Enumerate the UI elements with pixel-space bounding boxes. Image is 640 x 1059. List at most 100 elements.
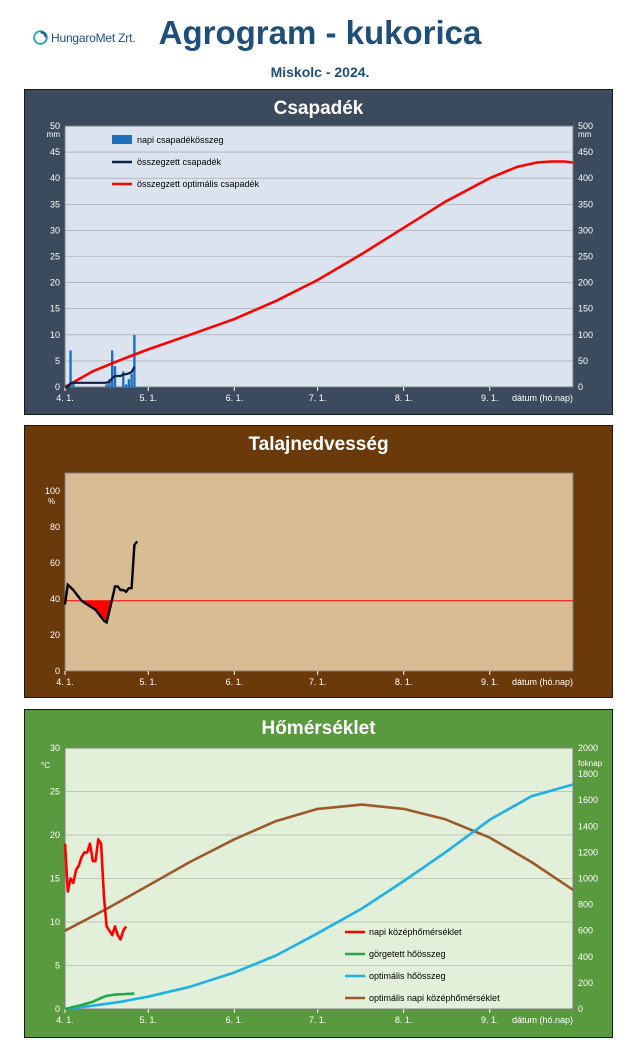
precip-legend-label: napi csapadékösszeg <box>137 135 224 145</box>
precip-daily-bar <box>133 334 136 387</box>
precip-y-tick-left: 0 <box>55 382 60 392</box>
temp-optimal-heat-sum-line <box>64 783 574 1011</box>
soil-y-tick: 80 <box>50 522 60 532</box>
precip-daily-bar <box>122 371 125 387</box>
temp-y-tick-left: 30 <box>50 743 60 753</box>
soil-y-unit: % <box>48 497 55 506</box>
soil-y-tick: 20 <box>50 630 60 640</box>
precip-y-tick-left: 45 <box>50 147 60 157</box>
precip-y-tick-right: 100 <box>578 330 593 340</box>
precip-y-tick-right: 350 <box>578 199 593 209</box>
page-title: Agrogram - kukorica <box>158 14 482 51</box>
precip-y-tick-right: 400 <box>578 173 593 183</box>
precip-x-tick-label: 5. 1. <box>140 393 158 403</box>
precip-legend-label: összegzett csapadék <box>137 157 222 167</box>
temp-y-tick-left: 10 <box>50 917 60 927</box>
precip-y-tick-right: 200 <box>578 278 593 288</box>
temp-y-tick-right: 200 <box>578 978 593 988</box>
precipitation-panel: Csapadék 4. 1. 5. 1. 6. 1. 7. 1. 8. 1. 9. 1. d… <box>24 89 613 415</box>
precip-x-tick-label: 4. 1. <box>56 393 74 403</box>
precip-y-tick-right: 50 <box>578 356 588 366</box>
soil-x-axis-label: dátum (hó.nap) <box>512 677 573 687</box>
precip-daily-bar <box>124 384 128 387</box>
temp-y-tick-left: 25 <box>50 787 60 797</box>
precip-y-tick-right: 500 <box>578 121 593 131</box>
temp-legend-label: napi középhőmérséklet <box>369 927 462 937</box>
precip-daily-bar <box>130 373 133 387</box>
temp-x-tick-label: 6. 1. <box>226 1015 244 1025</box>
temp-y-tick-right: 0 <box>578 1004 583 1014</box>
precip-daily-bar <box>72 381 75 387</box>
logo-text: HungaroMet Zrt. <box>51 30 136 45</box>
temp-x-tick-label: 7. 1. <box>309 1015 327 1025</box>
temp-y-tick-left: 20 <box>50 830 60 840</box>
temp-x-tick-label: 9. 1. <box>481 1015 499 1025</box>
soil-moisture-chart: 4. 1. 5. 1. 6. 1. 7. 1. 8. 1. 9. 1. dátum (hó.… <box>45 472 574 687</box>
precip-y-tick-left: 10 <box>50 330 60 340</box>
temp-x-axis-label: dátum (hó.nap) <box>512 1015 573 1025</box>
temp-x-tick-label: 4. 1. <box>56 1015 74 1025</box>
precip-cumulative-line <box>65 366 136 389</box>
precip-legend-swatch <box>112 135 132 144</box>
soil-x-tick-label: 9. 1. <box>481 677 499 687</box>
temp-legend-label: optimális napi középhőmérséklet <box>369 993 500 1003</box>
precip-y-tick-left: 5 <box>55 356 60 366</box>
precip-y-tick-left: 25 <box>50 252 60 262</box>
temp-y-tick-right: 2000 <box>578 743 598 753</box>
hungaromet-logo: HungaroMet Zrt. <box>33 30 136 45</box>
soil-deficit-area <box>65 600 138 623</box>
precip-y-tick-right: 450 <box>578 147 593 157</box>
precip-daily-bar <box>108 379 111 387</box>
precipitation-title: Csapadék <box>273 98 364 119</box>
temp-x-tick-label: 5. 1. <box>140 1015 158 1025</box>
temperature-chart: 4. 1. 5. 1. 6. 1. 7. 1. 8. 1. 9. 1. dátum (hó.… <box>41 743 603 1025</box>
temp-daily-mean-line <box>63 838 128 941</box>
soil-y-tick: 40 <box>50 594 60 604</box>
temp-optimal-daily-mean-line <box>64 803 574 932</box>
temp-legend-label: görgetett hőösszeg <box>369 949 446 959</box>
precip-y-unit-right: mm <box>578 130 592 139</box>
precip-daily-bar <box>110 350 114 387</box>
temperature-panel: Hőmérséklet 4. 1. 5. 1. 6. 1. 7. 1. 8. 1. 9. … <box>24 709 613 1038</box>
precip-y-tick-right: 0 <box>578 382 583 392</box>
soil-moisture-panel: Talajnedvesség 4. 1. 5. 1. 6. 1. 7. 1. 8. 1.… <box>24 425 613 698</box>
soil-moisture-title: Talajnedvesség <box>248 434 389 455</box>
temp-x-tick-label: 8. 1. <box>395 1015 413 1025</box>
soil-x-tick-label: 8. 1. <box>395 677 413 687</box>
precip-x-tick-label: 6. 1. <box>226 393 244 403</box>
precip-y-tick-left: 30 <box>50 225 60 235</box>
temp-y-tick-right: 1600 <box>578 795 598 805</box>
soil-y-tick: 100 <box>45 486 60 496</box>
precip-daily-bar <box>127 379 131 387</box>
precip-x-axis-label: dátum (hó.nap) <box>512 393 573 403</box>
temp-y-tick-right: 1400 <box>578 821 598 831</box>
temp-y-tick-left: 15 <box>50 874 60 884</box>
precip-y-tick-left: 15 <box>50 304 60 314</box>
precip-y-tick-left: 35 <box>50 199 60 209</box>
precip-optimal-cumulative-line <box>64 160 574 389</box>
temp-y-tick-left: 5 <box>55 961 60 971</box>
precip-y-tick-right: 250 <box>578 252 593 262</box>
soil-x-tick-label: 5. 1. <box>140 677 158 687</box>
hungaromet-logo-icon <box>33 30 48 45</box>
precip-x-tick-label: 8. 1. <box>395 393 413 403</box>
precip-y-tick-right: 300 <box>578 225 593 235</box>
temp-y-tick-left: 0 <box>55 1004 60 1014</box>
temp-y-tick-right: 600 <box>578 926 593 936</box>
temperature-title: Hőmérséklet <box>261 718 376 739</box>
soil-x-tick-label: 4. 1. <box>56 677 74 687</box>
soil-x-tick-label: 6. 1. <box>226 677 244 687</box>
page-subtitle: Miskolc - 2024. <box>270 64 370 80</box>
temp-y-unit-left: °C <box>41 761 50 770</box>
temp-y-tick-right: 400 <box>578 952 593 962</box>
precip-daily-bar <box>69 350 72 387</box>
soil-plot-area <box>64 472 574 672</box>
temp-y-tick-right: 800 <box>578 900 593 910</box>
temp-y-unit-right: foknap <box>578 759 603 768</box>
precip-y-tick-left: 40 <box>50 173 60 183</box>
precip-y-tick-left: 50 <box>50 121 60 131</box>
precipitation-chart: 4. 1. 5. 1. 6. 1. 7. 1. 8. 1. 9. 1. dátum (hó.… <box>47 121 593 403</box>
temp-y-tick-right: 1800 <box>578 769 598 779</box>
precip-y-tick-left: 20 <box>50 278 60 288</box>
temp-legend-label: optimális hőösszeg <box>369 971 446 981</box>
